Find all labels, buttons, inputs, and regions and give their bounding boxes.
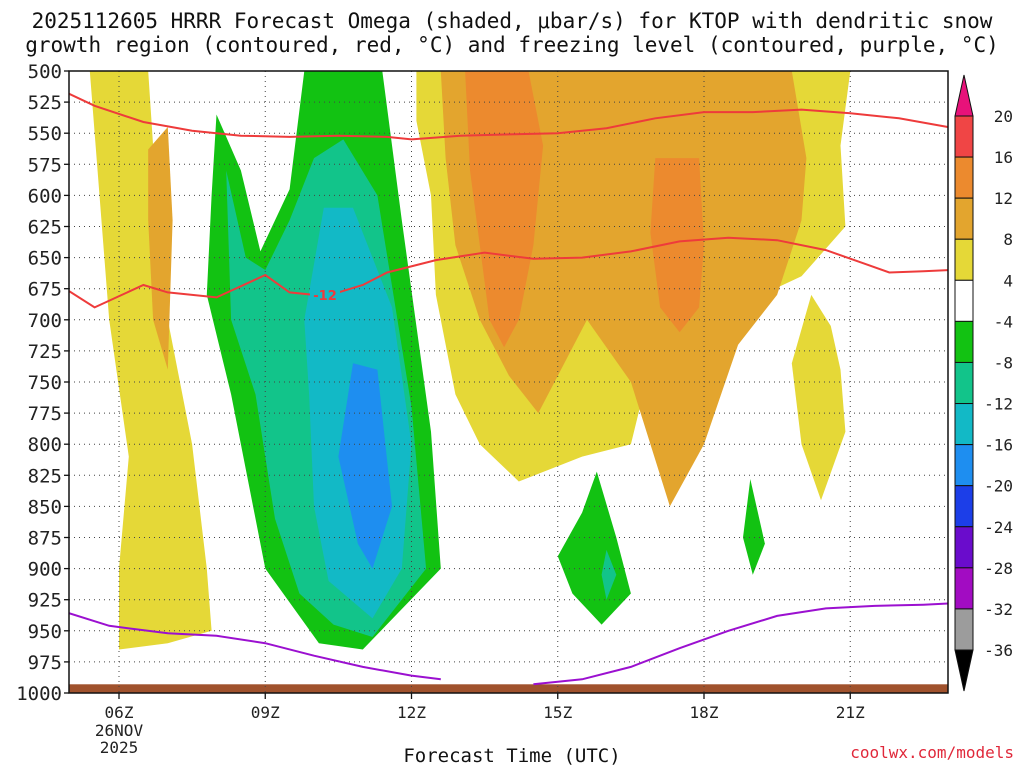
colorbar-top-arrow: [954, 74, 974, 117]
colorbar-label: -28: [984, 559, 1013, 578]
colorbar-bin: [954, 567, 974, 610]
x-tick-label: 12Z: [397, 703, 426, 722]
colorbar-bin: [954, 485, 974, 528]
dgz-contour-label: -12: [313, 289, 337, 304]
colorbar-label: 20: [994, 107, 1013, 126]
y-tick-label: 975: [28, 652, 62, 674]
colorbar-label: -8: [994, 353, 1013, 372]
y-tick-label: 900: [28, 559, 62, 581]
colorbar-bin: [954, 361, 974, 405]
y-tick-label: 925: [28, 590, 62, 612]
y-tick-label: 775: [28, 403, 62, 425]
omega-region: [338, 363, 392, 569]
y-tick-label: 1000: [16, 683, 62, 705]
colorbar-bin: [954, 279, 974, 322]
y-tick-label: 750: [28, 372, 62, 394]
x-tick-label: 21Z: [836, 703, 865, 722]
x-tick-label: 09Z: [251, 703, 280, 722]
x-tick-label: 15Z: [543, 703, 572, 722]
dgz-contour-lower: [69, 236, 948, 309]
freezing-level-line: [69, 612, 441, 681]
omega-region: [148, 127, 173, 370]
y-tick-label: 600: [28, 185, 62, 207]
y-tick-label: 500: [28, 61, 62, 83]
date-label: 26NOV: [95, 721, 144, 740]
x-axis-label: Forecast Time (UTC): [403, 745, 621, 767]
colorbar-label: 12: [994, 189, 1013, 208]
chart-title-line2: growth region (contoured, red, °C) and f…: [25, 33, 999, 57]
date-label: 2025: [100, 738, 139, 757]
contour-label-bg: [310, 286, 340, 302]
colorbar-bin: [954, 526, 974, 569]
x-tick-label: 06Z: [105, 703, 134, 722]
y-tick-label: 800: [28, 434, 62, 456]
y-tick-label: 575: [28, 154, 62, 176]
colorbar-bin: [954, 403, 974, 446]
y-tick-label: 850: [28, 496, 62, 518]
omega-region: [601, 549, 617, 600]
y-tick-label: 550: [28, 123, 62, 145]
y-tick-label: 825: [28, 465, 62, 487]
contour-layer: -12: [69, 92, 948, 686]
omega-region: [89, 71, 212, 650]
colorbar-label: -12: [984, 395, 1013, 414]
colorbar-label: -32: [984, 600, 1013, 619]
omega-region: [650, 158, 704, 333]
colorbar-bin: [954, 156, 974, 199]
colorbar-label: 16: [994, 148, 1013, 167]
omega-region: [557, 471, 631, 625]
omega-region: [791, 294, 846, 501]
colorbar-label: -4: [994, 312, 1013, 331]
colorbar-bin: [954, 444, 974, 487]
freezing-level-line: [533, 602, 948, 686]
dgz-contour-upper: [69, 92, 948, 141]
omega-region: [743, 479, 765, 575]
colorbar-bin: [954, 115, 974, 158]
axes: 500 525 550 575 600 625 650 675 700 725 750 775 800 8…: [16, 61, 949, 757]
y-tick-label: 650: [28, 248, 62, 270]
colorbar-label: 8: [1003, 230, 1013, 249]
colorbar-label: -36: [984, 641, 1013, 660]
grid: [69, 71, 948, 693]
y-tick-label: 875: [28, 528, 62, 550]
colorbar-label: -24: [984, 518, 1013, 537]
colorbar-bin: [954, 238, 974, 281]
x-tick-label: 18Z: [690, 703, 719, 722]
ground-strip: [69, 684, 948, 693]
y-tick-label: 625: [28, 217, 62, 239]
y-tick-label: 700: [28, 310, 62, 332]
colorbar: 20 16 12 8 4 -4 -8 -12 -16 -20 -24 -28 -32 -36: [954, 74, 1013, 692]
colorbar-bin: [954, 320, 974, 363]
colorbar-label: -16: [984, 436, 1013, 455]
colorbar-bin: [954, 608, 974, 651]
footer-credit: coolwx.com/models: [850, 743, 1014, 762]
chart-title-line1: 2025112605 HRRR Forecast Omega (shaded, …: [31, 9, 993, 33]
colorbar-label: 4: [1003, 271, 1013, 290]
colorbar-bin: [954, 197, 974, 240]
y-tick-label: 525: [28, 92, 62, 114]
colorbar-label: -20: [984, 477, 1013, 496]
y-tick-label: 675: [28, 279, 62, 301]
y-tick-label: 725: [28, 341, 62, 363]
colorbar-bottom-arrow: [954, 649, 974, 692]
omega-region: [465, 71, 544, 348]
plot-area: [69, 71, 948, 693]
y-tick-label: 950: [28, 621, 62, 643]
